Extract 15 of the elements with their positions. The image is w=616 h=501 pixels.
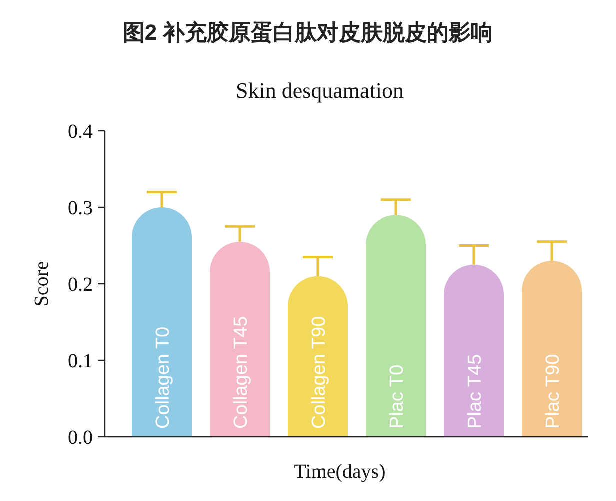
y-tick-label: 0.2 [68, 274, 93, 296]
y-axis-title: Score [31, 261, 53, 307]
x-tick-label: Plac T90 [543, 354, 564, 429]
y-tick-label: 0.1 [68, 350, 93, 372]
x-tick-label: Plac T45 [465, 354, 486, 429]
x-tick-label: Collagen T45 [231, 316, 252, 429]
chart-title: 图2 补充胶原蛋白肽对皮肤脱皮的影响 [122, 20, 494, 45]
x-tick-label: Collagen T90 [309, 316, 330, 429]
x-axis-title: Time(days) [294, 461, 386, 483]
y-tick-label: 0.0 [68, 427, 93, 449]
x-tick-label: Plac T0 [387, 364, 408, 429]
x-tick-label: Collagen T0 [153, 326, 174, 429]
chart-subtitle: Skin desquamation [236, 78, 404, 103]
y-tick-label: 0.4 [68, 121, 93, 143]
y-tick-label: 0.3 [68, 198, 93, 220]
